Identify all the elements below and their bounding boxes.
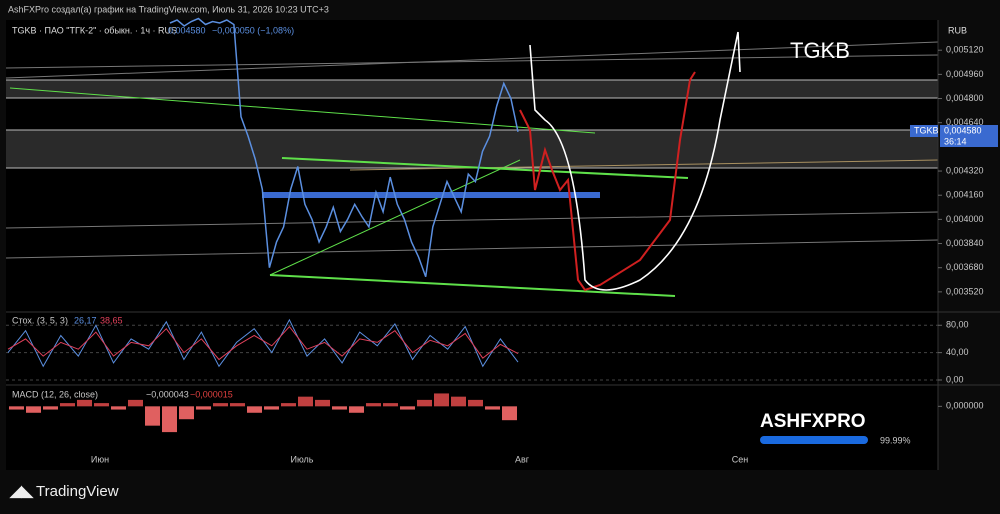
price-tag [940,125,998,147]
y-tick-label: 40,00 [946,347,969,357]
histogram-bar [298,396,313,407]
histogram-bar [400,406,415,410]
change: −0,000050 (−1,08%) [212,25,294,35]
y-tick-label: 0,004800 [946,93,984,103]
stoch-title: Стох. (3, 5, 3) [12,315,68,325]
histogram-bar [485,406,500,410]
channel [9,87,689,297]
x-tick-label: Июль [291,454,314,464]
y-tick-label: 0,005120 [946,45,984,55]
y-tick-label: 0,004960 [946,69,984,79]
histogram-bar [247,406,262,413]
histogram-bar [502,406,517,421]
y-tick-label: 0,004320 [946,165,984,175]
histogram-bar [349,406,364,413]
drawing [529,31,741,291]
signal-value: −0,000015 [190,389,233,399]
price-tag [910,125,938,137]
y-tick-label: 80,00 [946,320,969,330]
caption: AshFXPro создал(а) график на TradingView… [8,4,329,14]
x-tick-label: Авг [515,454,530,464]
price: 0,004580 [168,25,206,35]
y-tick-label: 0,003520 [946,286,984,296]
support-zone [262,192,600,198]
annotation: TGKB [790,38,850,63]
y-tick-label: 0,004000 [946,214,984,224]
histogram-bar [315,399,330,407]
series-line [169,17,519,278]
y-tick-label: 0,004640 [946,117,984,127]
y-tick-label: 0,003840 [946,238,984,248]
histogram-bar [230,403,245,407]
histogram-bar [9,406,24,410]
stoch-d: 38,65 [100,315,123,325]
histogram-bar [417,399,432,407]
tag-price: 0,004580 [944,125,982,135]
x-tick-label: Июн [91,454,109,464]
histogram-bar [26,406,41,413]
histogram-bar [60,403,75,407]
histogram-bar [451,396,466,407]
series-line [7,325,519,361]
histogram-bar [94,403,109,407]
histogram-bar [383,403,398,407]
x-tick-label: Сен [732,454,749,464]
histogram-bar [332,406,347,410]
watermark-percent: 99.99% [880,435,911,445]
histogram-bar [196,406,211,410]
macd-value: −0,000043 [146,389,189,399]
histogram-bar [434,393,449,407]
zone [6,130,938,168]
histogram-bar [77,399,92,407]
y-tick-label: 0,000000 [946,401,984,411]
macd-title: MACD (12, 26, close) [12,389,98,399]
drawing [519,71,696,292]
histogram-bar [43,406,58,410]
y-tick-label: 0,00 [946,374,964,384]
footer-brand: TradingView [36,483,119,500]
y-tick-label: 0,003680 [946,262,984,272]
y-tick-label: 0,004160 [946,190,984,200]
currency: RUB [948,25,967,35]
tag-symbol: TGKB [914,125,939,135]
histogram-bar [213,403,228,407]
watermark-title: ASHFXPRO [760,411,866,432]
histogram-bar [281,403,296,407]
histogram-bar [264,406,279,410]
symbol: TGKB · ПАО "ТГК-2" · обыкн. · 1ч · RUS [12,25,177,35]
stoch-k: 26,17 [74,315,97,325]
histogram-bar [111,406,126,410]
zone [6,80,938,98]
footer-logo: ◢◣ [9,483,35,500]
histogram-bar [468,399,483,407]
histogram-bar [145,406,160,426]
histogram-bar [179,406,194,420]
histogram-bar [366,403,381,407]
tag-timer: 36:14 [944,136,967,146]
histogram-bar [128,399,143,407]
histogram-bar [162,406,177,433]
progress [760,436,868,444]
